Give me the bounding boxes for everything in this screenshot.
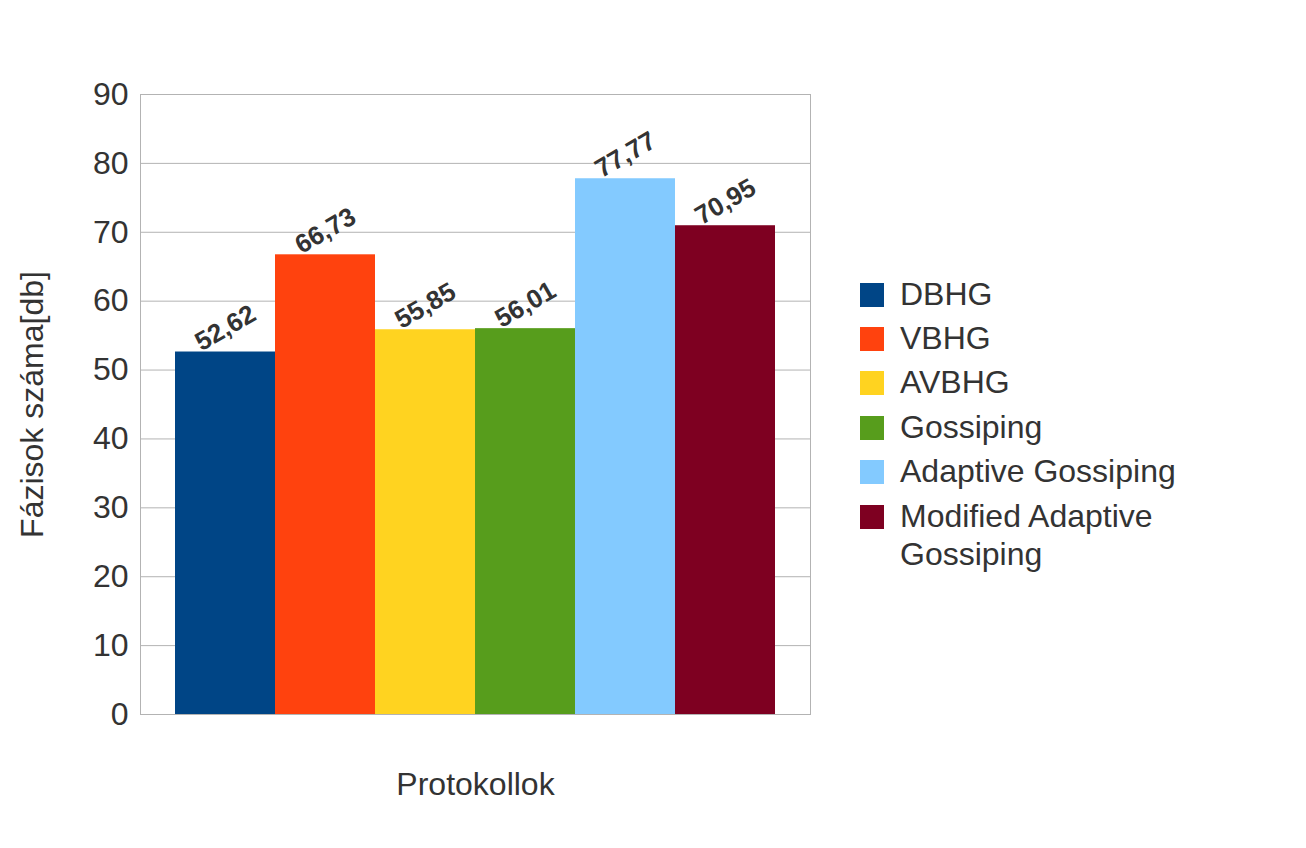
html-text:Gossiping: Gossiping	[900, 408, 1043, 445]
svg-text:66,73: 66,73	[289, 201, 360, 260]
svg-text:77,77: 77,77	[589, 125, 660, 184]
svg-text:20: 20	[93, 558, 129, 594]
svg-text:70,95: 70,95	[689, 172, 760, 231]
html-text:DBHG: DBHG	[900, 275, 993, 312]
html-text:AVBHG: AVBHG	[900, 364, 1010, 401]
svg-text:80: 80	[93, 145, 129, 181]
html-text:VBHG: VBHG	[900, 320, 991, 356]
svg-text:50: 50	[93, 351, 129, 387]
svg-text:70: 70	[93, 214, 129, 250]
svg-text:30: 30	[93, 489, 129, 525]
html-text:Adaptive Gossiping: Adaptive Gossiping	[900, 453, 1176, 490]
svg-text:Fázisok száma[db]: Fázisok száma[db]	[14, 271, 50, 538]
svg-text:52,62: 52,62	[189, 298, 260, 357]
svg-text:Protokollok: Protokollok	[396, 766, 555, 802]
svg-text:55,85: 55,85	[389, 276, 460, 335]
svg-text:60: 60	[93, 282, 129, 318]
svg-text:56,01: 56,01	[489, 275, 560, 334]
svg-text:10: 10	[93, 627, 129, 663]
svg-text:40: 40	[93, 420, 129, 456]
svg-text:0: 0	[111, 696, 129, 732]
svg-text:90: 90	[93, 76, 129, 112]
html-text:Modified Adaptive Gossiping: Modified Adaptive Gossiping	[900, 497, 1153, 572]
